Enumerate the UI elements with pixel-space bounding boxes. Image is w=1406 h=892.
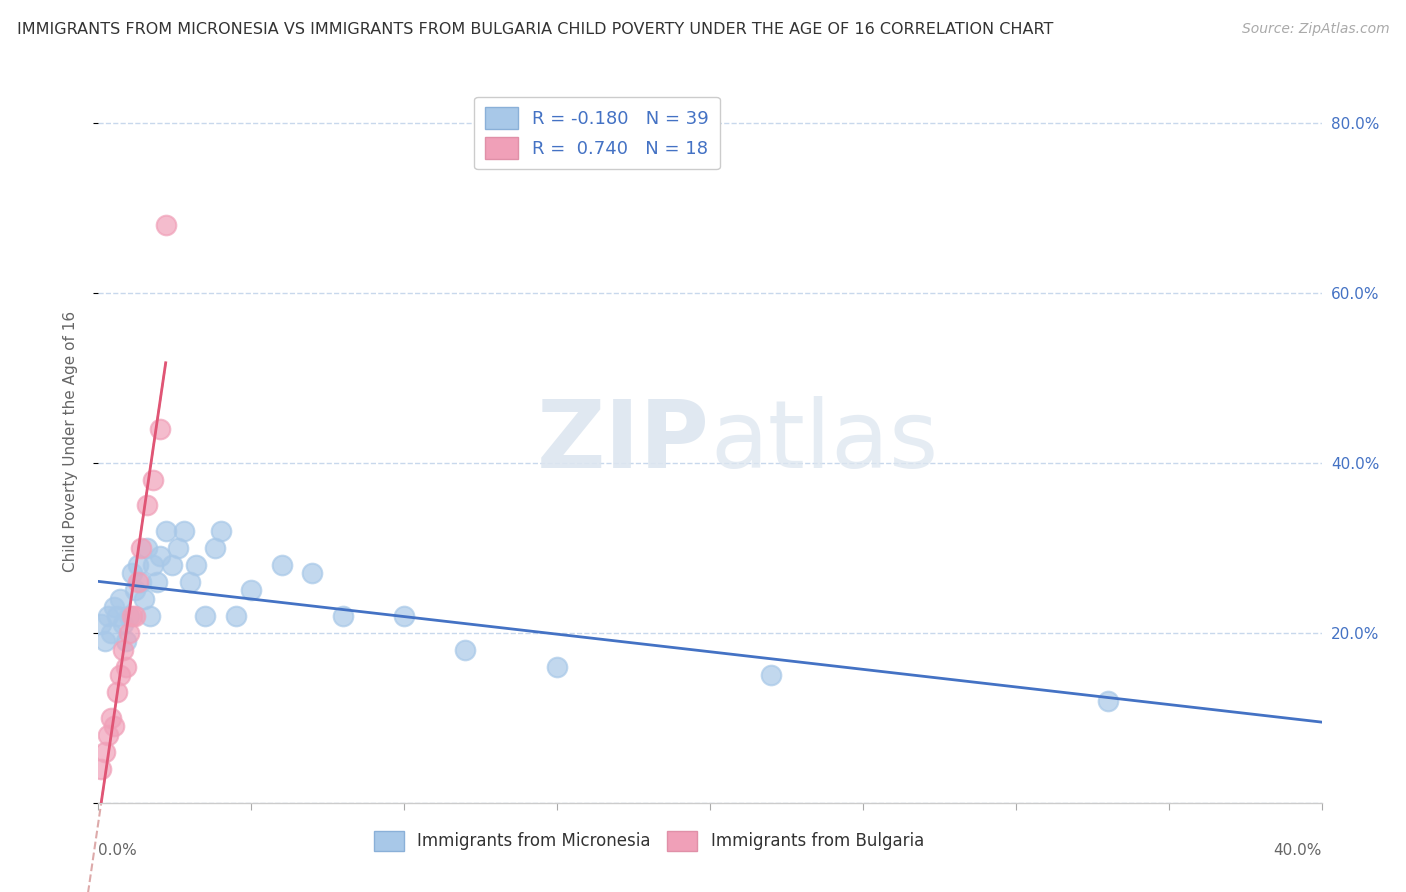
Legend: Immigrants from Micronesia, Immigrants from Bulgaria: Immigrants from Micronesia, Immigrants f… (366, 822, 932, 860)
Point (118, 608, 141, 623)
Y-axis label: Child Poverty Under the Age of 16: Child Poverty Under the Age of 16 (63, 311, 77, 572)
Point (142, 473, 165, 487)
Text: 40.0%: 40.0% (1274, 843, 1322, 857)
Point (97, 728, 120, 742)
Point (103, 719, 125, 733)
Point (103, 600, 125, 615)
Point (194, 608, 217, 623)
Point (204, 541, 226, 555)
Point (179, 574, 201, 589)
Text: atlas: atlas (710, 395, 938, 488)
Point (173, 524, 195, 538)
Point (100, 711, 122, 725)
Point (105, 608, 128, 623)
Point (129, 541, 152, 555)
Point (93, 745, 115, 759)
Point (225, 608, 247, 623)
Point (139, 608, 162, 623)
Point (97, 608, 120, 623)
Point (301, 566, 323, 581)
Point (121, 566, 143, 581)
Point (1097, 694, 1119, 708)
Point (160, 558, 183, 572)
Point (127, 558, 149, 572)
Text: IMMIGRANTS FROM MICRONESIA VS IMMIGRANTS FROM BULGARIA CHILD POVERTY UNDER THE A: IMMIGRANTS FROM MICRONESIA VS IMMIGRANTS… (17, 22, 1053, 37)
Point (454, 642, 477, 657)
Point (332, 608, 354, 623)
Point (392, 608, 416, 623)
Point (186, 558, 208, 572)
Text: ZIP: ZIP (537, 395, 710, 488)
Point (209, 524, 232, 538)
Point (118, 625, 141, 640)
Point (108, 668, 131, 682)
Point (124, 583, 146, 598)
Text: Source: ZipAtlas.com: Source: ZipAtlas.com (1241, 22, 1389, 37)
Point (121, 608, 143, 623)
Point (142, 558, 165, 572)
Point (90, 762, 112, 776)
Point (111, 642, 134, 657)
Point (93, 634, 115, 648)
Point (240, 583, 263, 598)
Point (136, 498, 159, 512)
Point (90, 617, 112, 632)
Point (136, 541, 159, 555)
Text: 0.0%: 0.0% (98, 843, 138, 857)
Point (100, 625, 122, 640)
Point (124, 608, 146, 623)
Point (134, 591, 156, 606)
Point (149, 422, 172, 436)
Point (155, 524, 177, 538)
Point (115, 634, 138, 648)
Point (270, 558, 292, 572)
Point (167, 541, 190, 555)
Point (115, 660, 138, 674)
Point (111, 617, 134, 632)
Point (759, 668, 782, 682)
Point (108, 591, 131, 606)
Point (127, 574, 149, 589)
Point (145, 574, 167, 589)
Point (546, 660, 568, 674)
Point (129, 574, 152, 589)
Point (149, 549, 172, 564)
Point (105, 685, 128, 699)
Point (155, 218, 177, 232)
